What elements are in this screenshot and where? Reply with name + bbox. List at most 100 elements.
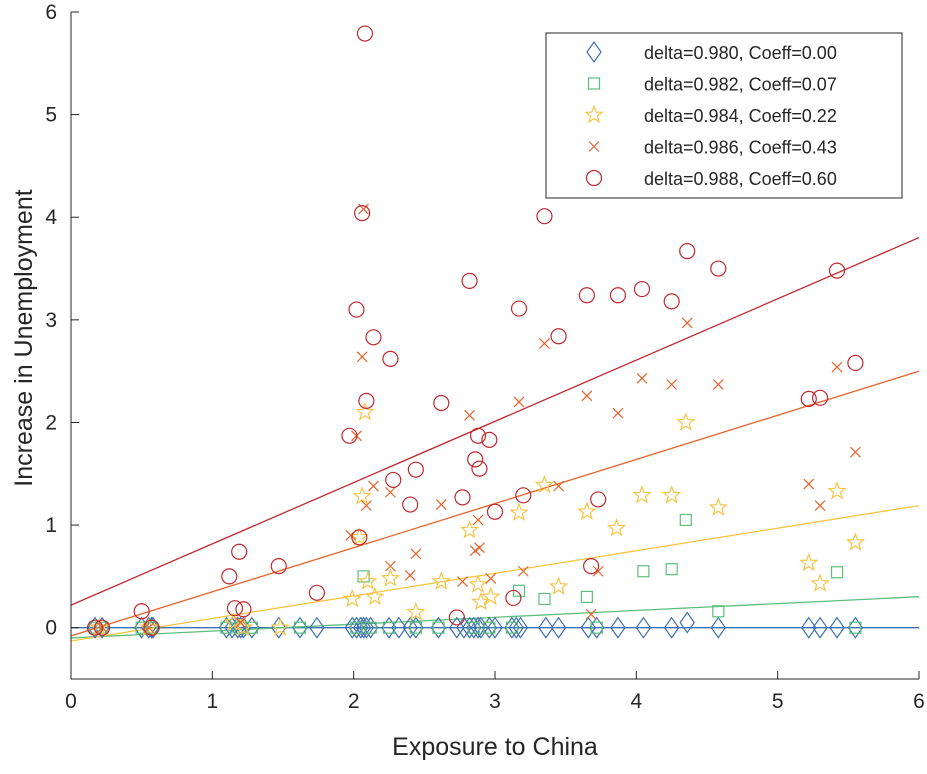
data-point [461,616,478,639]
data-point [233,617,254,636]
data-point [226,600,244,617]
data-point [632,485,652,504]
data-point [550,616,567,639]
data-point [459,520,480,539]
data-point [612,407,624,419]
data-point [360,500,372,512]
data-point [309,616,325,639]
y-tick-label: 3 [45,309,57,332]
data-point [810,573,830,592]
data-point [534,474,555,494]
data-point [93,619,111,636]
data-point [358,392,375,410]
data-point [505,589,522,607]
data-point [609,287,627,304]
data-point [223,612,244,631]
data-point [406,602,426,621]
data-point [433,394,450,412]
legend-marker [587,77,601,90]
data-point [581,390,593,402]
data-point [578,287,595,304]
legend-marker [588,141,600,152]
data-point [355,402,375,421]
data-point [663,616,680,639]
data-point [827,481,847,500]
data-point [829,616,845,639]
data-point [487,616,503,639]
data-point [467,621,480,634]
data-point [87,616,103,639]
legend-marker [584,104,604,124]
data-point [368,480,379,492]
data-point [580,616,597,639]
data-point [402,616,418,639]
data-point [408,616,424,639]
data-point [589,616,605,639]
data-point [512,616,529,639]
data-point [610,616,626,639]
y-tick-label: 2 [45,411,57,434]
legend-item-3: delta=0.984, Coeff=0.22 [584,104,837,126]
data-point [679,242,696,260]
data-point [590,491,607,508]
data-point [409,621,422,634]
legend-item-5: delta=0.988, Coeff=0.60 [585,169,837,189]
data-point [364,621,377,634]
series-5-points [86,25,864,636]
data-point [681,317,693,329]
data-point [536,208,553,225]
series-2-points [88,513,862,634]
data-point [847,354,864,372]
legend-label: delta=0.980, Coeff=0.00 [644,43,837,63]
data-point [481,431,498,449]
data-point [847,616,864,639]
x-tick-label: 4 [630,690,642,713]
legend-label: delta=0.984, Coeff=0.22 [644,106,837,126]
data-point [467,451,484,468]
fit-lines [70,236,920,642]
data-point [344,616,360,639]
data-point [407,461,424,478]
data-point [509,502,529,522]
data-point [517,565,529,577]
data-point [86,619,104,636]
data-point [384,560,396,572]
data-point [380,568,401,587]
data-point [606,517,627,537]
data-point [814,500,826,512]
data-point [245,621,259,634]
data-point [464,409,475,421]
data-point [354,205,371,222]
data-point [580,590,593,604]
data-point [845,532,866,551]
data-point [457,576,468,587]
data-point [404,569,416,581]
data-point [448,609,465,626]
data-point [553,480,565,492]
data-point [665,563,678,576]
data-point [505,621,519,634]
data-point [831,361,843,373]
x-tick-label: 0 [65,690,77,713]
data-point [350,621,363,634]
x-tick-label: 6 [913,690,925,713]
data-point [472,514,484,526]
data-point [676,412,696,431]
data-point [801,616,817,639]
data-point [231,543,248,560]
data-point [351,529,368,546]
data-point [636,372,648,384]
legend-item-1: delta=0.980, Coeff=0.00 [586,40,837,64]
legend-item-2: delta=0.982, Coeff=0.07 [587,75,837,95]
data-point [292,616,308,639]
data-point [515,487,532,504]
data-point [812,616,828,639]
data-point [710,260,727,277]
data-point [470,616,486,639]
data-point [474,542,485,554]
x-tick-label: 5 [772,690,784,713]
data-point [473,616,489,639]
data-point [710,616,727,639]
